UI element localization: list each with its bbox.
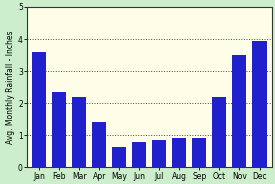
Bar: [92, 123, 106, 167]
Bar: [72, 97, 86, 167]
Bar: [112, 146, 126, 167]
Bar: [32, 52, 46, 167]
Bar: [232, 55, 246, 167]
Bar: [172, 139, 186, 167]
Bar: [132, 142, 146, 167]
Bar: [252, 41, 266, 167]
Y-axis label: Avg. Monthly Rainfall - Inches: Avg. Monthly Rainfall - Inches: [6, 30, 15, 144]
Bar: [212, 97, 226, 167]
Bar: [152, 140, 166, 167]
Bar: [192, 139, 207, 167]
Bar: [52, 92, 66, 167]
